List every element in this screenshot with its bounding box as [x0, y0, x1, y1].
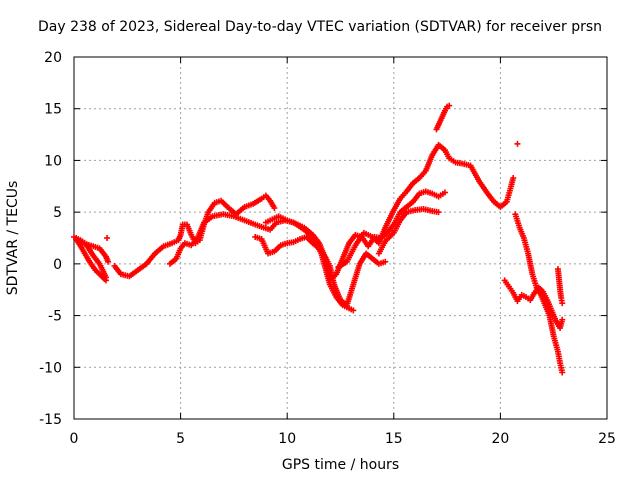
y-tick-label: -5	[48, 309, 62, 325]
data-point	[102, 274, 109, 281]
data-point	[435, 209, 442, 216]
data-point	[559, 316, 566, 323]
data-point	[510, 175, 517, 182]
y-tick-label: 5	[53, 205, 62, 221]
y-tick-label: -10	[39, 360, 62, 376]
y-tick-label: 10	[44, 153, 62, 169]
data-point	[104, 235, 111, 241]
data-point	[105, 258, 112, 265]
x-tick-label: 5	[176, 431, 185, 447]
x-tick-label: 10	[278, 431, 296, 447]
y-tick-label: 20	[44, 50, 62, 66]
x-tick-label: 15	[385, 431, 403, 447]
x-axis-label: GPS time / hours	[281, 457, 400, 473]
y-tick-label: 0	[53, 257, 62, 273]
data-point	[559, 300, 566, 307]
data-points	[71, 102, 566, 376]
data-point	[350, 307, 357, 314]
y-tick-label: 15	[44, 102, 62, 118]
x-tick-label: 0	[70, 431, 79, 447]
data-point	[446, 102, 453, 109]
grid-lines	[74, 57, 607, 419]
y-axis-label: SDTVAR / TECUs	[5, 180, 21, 296]
data-point	[514, 140, 521, 147]
data-point	[441, 189, 448, 196]
data-point	[559, 369, 566, 376]
chart-title: Day 238 of 2023, Sidereal Day-to-day VTE…	[37, 19, 603, 35]
plot-frame	[73, 56, 608, 420]
x-tick-label: 20	[491, 431, 509, 447]
x-tick-label: 25	[598, 431, 616, 447]
data-point	[271, 205, 278, 212]
data-point	[382, 258, 389, 265]
y-tick-label: -15	[39, 412, 62, 428]
axis-ticks: 0 5 10 15 20 25 -15 -10 -5 0 5 10 15 20	[39, 50, 616, 447]
